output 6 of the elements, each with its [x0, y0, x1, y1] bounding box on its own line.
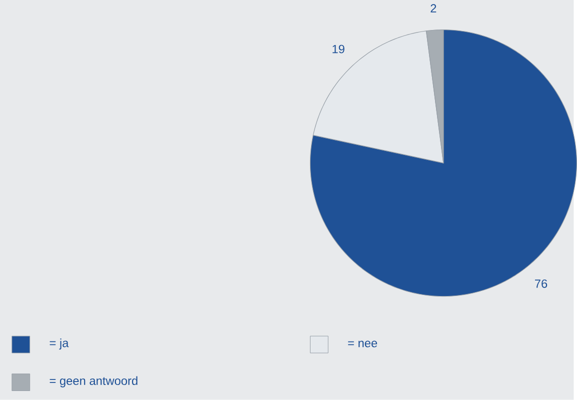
data-label: 2	[430, 4, 436, 13]
legend-label: = ja	[50, 338, 69, 350]
data-label: 19	[332, 44, 344, 54]
legend-label: = nee	[348, 340, 378, 348]
legend-label: = geen antwoord	[50, 376, 138, 388]
data-label: 76	[535, 280, 548, 288]
